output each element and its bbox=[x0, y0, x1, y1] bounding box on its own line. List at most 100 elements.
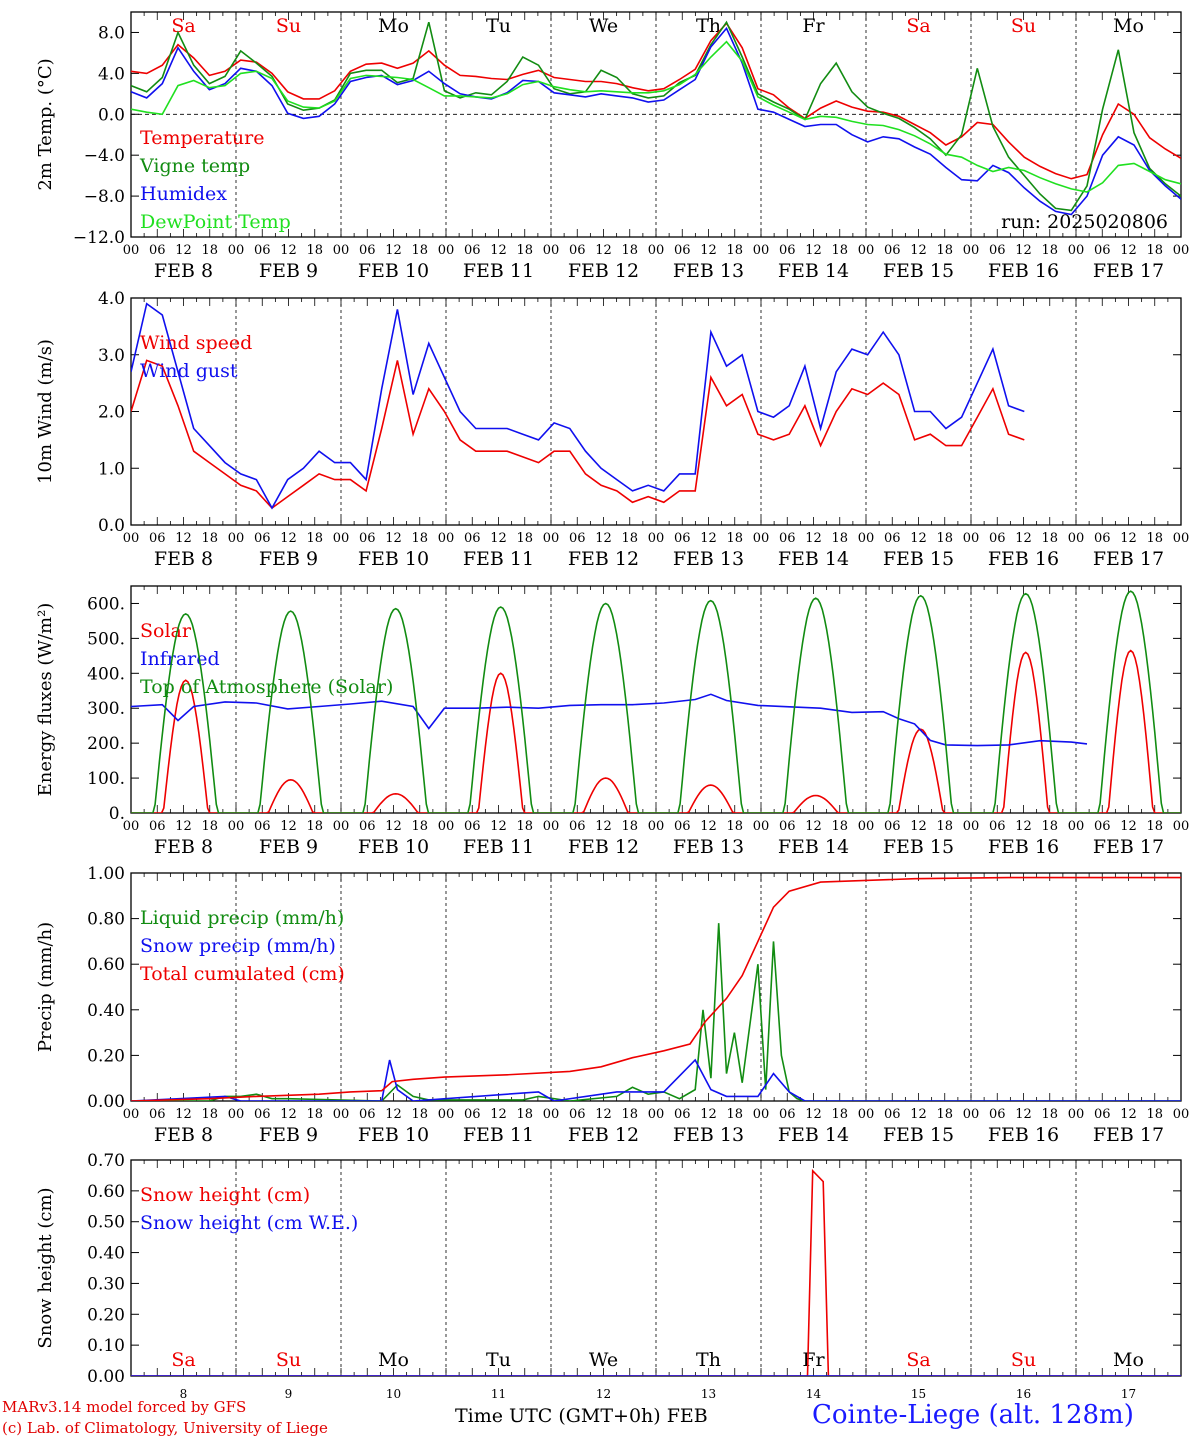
hour-label: 12 bbox=[1015, 243, 1032, 258]
date-label: FEB 14 bbox=[778, 1124, 849, 1146]
hour-label: 00 bbox=[1173, 819, 1190, 834]
hour-label: 00 bbox=[123, 243, 140, 258]
date-label: FEB 13 bbox=[673, 260, 744, 282]
y-tick-label: 1.00 bbox=[87, 864, 125, 884]
hour-label: 00 bbox=[123, 1107, 140, 1122]
weekday-label: Mo bbox=[378, 1349, 409, 1371]
y-tick-label: 0.50 bbox=[87, 1213, 125, 1233]
hour-label: 18 bbox=[1041, 531, 1058, 546]
y-axis-title: Energy fluxes (W/m²) bbox=[35, 603, 56, 797]
day-number-label: 10 bbox=[386, 1387, 401, 1401]
hour-label: 06 bbox=[149, 243, 166, 258]
hour-label: 06 bbox=[989, 243, 1006, 258]
day-number-label: 16 bbox=[1016, 1387, 1031, 1401]
hour-label: 18 bbox=[411, 819, 428, 834]
hour-label: 00 bbox=[123, 819, 140, 834]
weekday-label: Th bbox=[696, 1349, 721, 1371]
hour-label: 12 bbox=[595, 819, 612, 834]
x-axis-month: FEB bbox=[666, 1405, 708, 1427]
hour-label: 18 bbox=[621, 243, 638, 258]
date-label: FEB 14 bbox=[778, 548, 849, 570]
hour-label: 18 bbox=[306, 243, 323, 258]
hour-label: 00 bbox=[543, 819, 560, 834]
hour-label: 12 bbox=[910, 243, 927, 258]
hour-label: 12 bbox=[1120, 1107, 1137, 1122]
hour-label: 12 bbox=[385, 243, 402, 258]
hour-label: 18 bbox=[411, 243, 428, 258]
date-label: FEB 15 bbox=[883, 260, 954, 282]
hour-label: 18 bbox=[411, 531, 428, 546]
hour-label: 18 bbox=[516, 1107, 533, 1122]
hour-label: 00 bbox=[123, 531, 140, 546]
hour-label: 12 bbox=[595, 243, 612, 258]
hour-label: 00 bbox=[753, 819, 770, 834]
legend-entry: Snow precip (mm/h) bbox=[140, 935, 336, 957]
weekday-label: Mo bbox=[1113, 15, 1144, 37]
hour-label: 00 bbox=[333, 819, 350, 834]
y-tick-label: −4.0 bbox=[84, 146, 125, 166]
hour-label: 18 bbox=[1146, 531, 1163, 546]
y-axis-title: Snow height (cm) bbox=[35, 1187, 56, 1348]
hour-label: 00 bbox=[228, 243, 245, 258]
day-number-label: 8 bbox=[180, 1387, 188, 1401]
y-tick-label: 0.20 bbox=[87, 1046, 125, 1066]
hour-label: 06 bbox=[674, 1107, 691, 1122]
hour-label: 00 bbox=[1068, 243, 1085, 258]
weekday-label: Sa bbox=[171, 15, 195, 37]
hour-label: 18 bbox=[516, 531, 533, 546]
series-line-liquid-precip-mm-h- bbox=[131, 923, 1181, 1101]
series-line-wind-speed bbox=[131, 359, 1025, 510]
date-label: FEB 17 bbox=[1093, 548, 1164, 570]
date-label: FEB 9 bbox=[259, 260, 318, 282]
hour-label: 18 bbox=[936, 1107, 953, 1122]
legend-entry: DewPoint Temp bbox=[140, 211, 291, 233]
legend-entry: Wind speed bbox=[140, 332, 252, 354]
y-tick-label: 200. bbox=[87, 734, 125, 754]
hour-label: 18 bbox=[1041, 243, 1058, 258]
y-tick-label: 0.30 bbox=[87, 1274, 125, 1294]
hour-label: 18 bbox=[1146, 243, 1163, 258]
hour-label: 18 bbox=[831, 1107, 848, 1122]
day-number-label: 14 bbox=[806, 1387, 822, 1401]
hour-label: 12 bbox=[280, 243, 297, 258]
y-tick-label: 0.0 bbox=[98, 105, 125, 125]
legend-entry: Humidex bbox=[140, 183, 227, 205]
hour-label: 06 bbox=[149, 531, 166, 546]
date-label: FEB 9 bbox=[259, 836, 318, 858]
date-label: FEB 11 bbox=[463, 548, 534, 570]
hour-label: 12 bbox=[805, 819, 822, 834]
date-label: FEB 9 bbox=[259, 548, 318, 570]
date-label: FEB 12 bbox=[568, 836, 639, 858]
legend-entry: Solar bbox=[140, 620, 192, 642]
hour-label: 06 bbox=[989, 819, 1006, 834]
weekday-label: Tu bbox=[486, 1349, 511, 1371]
hour-label: 12 bbox=[385, 1107, 402, 1122]
hour-label: 12 bbox=[490, 1107, 507, 1122]
hour-label: 00 bbox=[648, 819, 665, 834]
hour-label: 18 bbox=[936, 243, 953, 258]
y-tick-label: 0.10 bbox=[87, 1336, 125, 1356]
hour-label: 18 bbox=[306, 531, 323, 546]
hour-label: 18 bbox=[201, 819, 218, 834]
date-label: FEB 13 bbox=[673, 1124, 744, 1146]
hour-label: 12 bbox=[700, 1107, 717, 1122]
date-label: FEB 8 bbox=[154, 260, 213, 282]
y-tick-label: 8.0 bbox=[98, 23, 125, 43]
hour-label: 06 bbox=[674, 243, 691, 258]
hour-label: 06 bbox=[359, 819, 376, 834]
date-label: FEB 12 bbox=[568, 1124, 639, 1146]
hour-label: 12 bbox=[595, 531, 612, 546]
y-tick-label: 2.0 bbox=[98, 403, 125, 423]
hour-label: 06 bbox=[254, 819, 271, 834]
y-axis-title: 10m Wind (m/s) bbox=[35, 339, 56, 484]
weekday-label: Su bbox=[276, 15, 301, 37]
hour-label: 18 bbox=[621, 819, 638, 834]
y-tick-label: 0. bbox=[109, 804, 125, 824]
y-tick-label: 3.0 bbox=[98, 346, 125, 366]
hour-label: 18 bbox=[1041, 1107, 1058, 1122]
x-axis-title: Time UTC (GMT+0h) FEB bbox=[455, 1405, 708, 1427]
hour-label: 06 bbox=[569, 531, 586, 546]
hour-label: 06 bbox=[254, 1107, 271, 1122]
hour-label: 18 bbox=[621, 1107, 638, 1122]
hour-label: 12 bbox=[805, 243, 822, 258]
